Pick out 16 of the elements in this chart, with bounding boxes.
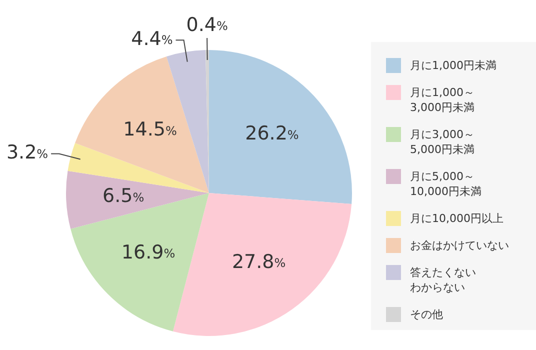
legend-label: 月に5,000～10,000円未満: [410, 169, 482, 199]
data-label: 4.4%: [131, 28, 173, 50]
legend-label: 月に1,000円未満: [410, 58, 496, 73]
legend-label: 月に3,000～5,000円未満: [410, 127, 476, 157]
legend-label: お金はかけていない: [410, 238, 509, 253]
legend-label: 月に1,000～3,000円未満: [410, 85, 476, 115]
data-label: 3.2%: [6, 142, 48, 164]
data-label: 16.9%: [121, 242, 176, 264]
data-label: 6.5%: [102, 185, 144, 208]
data-label: 26.2%: [245, 122, 299, 145]
legend-label: 月に10,000円以上: [410, 211, 504, 226]
data-label: 0.4%: [186, 14, 228, 36]
data-label: 14.5%: [123, 118, 177, 141]
data-label: 27.8%: [232, 250, 286, 273]
legend-label: その他: [410, 307, 443, 322]
legend-label: 答えたくないわからない: [410, 265, 477, 295]
